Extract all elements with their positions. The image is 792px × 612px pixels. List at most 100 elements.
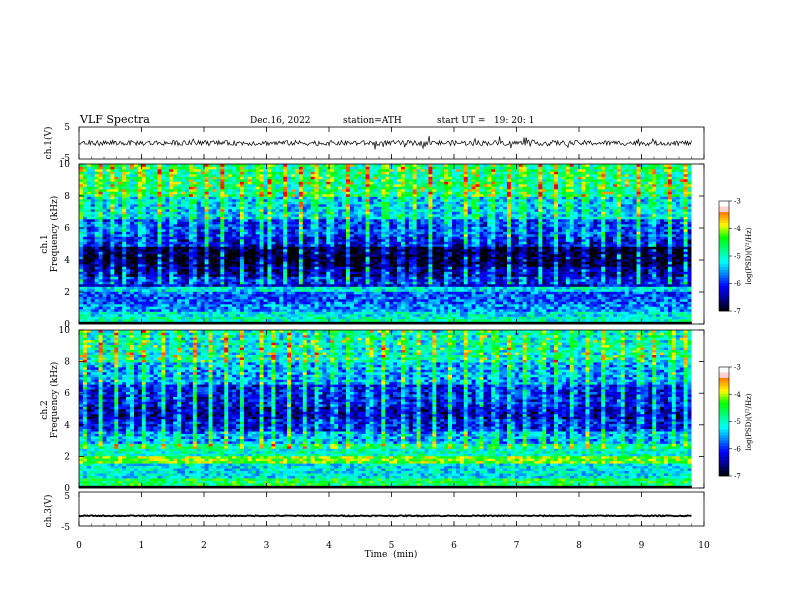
spectrogram-cell bbox=[82, 234, 88, 237]
spectrogram-cell bbox=[90, 279, 96, 282]
spectrogram-cell bbox=[110, 316, 115, 320]
spectrogram-cell bbox=[302, 219, 308, 222]
spectrogram-cell bbox=[106, 269, 111, 272]
spectrogram-cell bbox=[157, 171, 162, 175]
spectrogram-cell bbox=[86, 196, 92, 200]
spectrogram-cell bbox=[377, 209, 382, 212]
spectrogram-cell bbox=[106, 319, 111, 322]
spectrogram-cell bbox=[173, 271, 178, 275]
spectrogram-cell bbox=[200, 236, 205, 240]
spectrogram-cell bbox=[365, 201, 370, 205]
spectrogram-cell bbox=[306, 274, 311, 277]
spectrogram-cell bbox=[161, 299, 166, 302]
spectrogram-cell bbox=[361, 164, 366, 167]
spectrogram-cell bbox=[130, 174, 135, 177]
spectrogram-cell bbox=[130, 164, 135, 167]
spectrogram-cell bbox=[330, 271, 335, 275]
spectrogram-cell bbox=[224, 309, 229, 312]
spectrogram-cell bbox=[334, 286, 339, 290]
spectrogram-cell bbox=[353, 269, 359, 272]
spectrogram-cell bbox=[79, 181, 84, 185]
spectrogram-cell bbox=[224, 206, 229, 210]
spectrogram-cell bbox=[291, 321, 296, 325]
spectrogram-cell bbox=[185, 309, 190, 312]
spectrogram-cell bbox=[239, 231, 245, 235]
spectrogram-cell bbox=[342, 191, 347, 195]
spectrogram-cell bbox=[267, 276, 272, 280]
spectrogram-cell bbox=[94, 246, 99, 250]
spectrogram-cell bbox=[192, 209, 198, 212]
spectrogram-cell bbox=[141, 261, 147, 265]
spectrogram-cell bbox=[365, 269, 370, 272]
spectrogram-cell bbox=[294, 186, 300, 190]
spectrogram-cell bbox=[345, 186, 351, 190]
spectrogram-cell bbox=[294, 169, 300, 172]
spectrogram-cell bbox=[110, 174, 115, 177]
spectrogram-cell bbox=[141, 319, 147, 322]
spectrogram-cell bbox=[208, 281, 213, 285]
spectrogram-cell bbox=[294, 241, 300, 245]
spectrogram-cell bbox=[306, 321, 311, 325]
spectrogram-cell bbox=[239, 179, 245, 182]
spectrogram-cell bbox=[196, 179, 202, 182]
spectrogram-cell bbox=[216, 321, 221, 325]
spectrogram-cell bbox=[165, 176, 170, 180]
spectrogram-cell bbox=[294, 221, 300, 225]
spectrogram-cell bbox=[208, 321, 213, 325]
spectrogram-cell bbox=[271, 186, 276, 190]
spectrogram-cell bbox=[357, 316, 362, 320]
spectrogram-cell bbox=[185, 289, 190, 292]
spectrogram-cell bbox=[224, 164, 229, 167]
spectrogram-cell bbox=[243, 189, 249, 192]
spectrogram-cell bbox=[279, 234, 284, 237]
spectrogram-cell bbox=[177, 304, 182, 307]
spectrogram-cell bbox=[291, 214, 296, 217]
spectrogram-cell bbox=[228, 229, 233, 232]
spectrogram-cell bbox=[334, 306, 339, 310]
spectrogram-cell bbox=[98, 239, 103, 242]
spectrogram-cell bbox=[283, 241, 288, 245]
spectrogram-cell bbox=[306, 266, 311, 270]
spectrogram-cell bbox=[267, 224, 272, 227]
spectrogram-cell bbox=[208, 179, 213, 182]
spectrogram-cell bbox=[283, 311, 288, 315]
spectrogram-cell bbox=[279, 199, 284, 202]
spectrogram-cell bbox=[357, 264, 362, 267]
spectrogram-cell bbox=[247, 189, 253, 192]
spectrogram-cell bbox=[302, 306, 308, 310]
spectrogram-cell bbox=[79, 281, 84, 285]
spectrogram-cell bbox=[224, 284, 229, 287]
spectrogram-cell bbox=[114, 201, 119, 205]
spectrogram-cell bbox=[157, 304, 162, 307]
spectrogram-cell bbox=[259, 194, 264, 197]
spectrogram-cell bbox=[271, 209, 276, 212]
spectrogram-cell bbox=[141, 166, 147, 170]
spectrogram-cell bbox=[133, 169, 139, 172]
spectrogram-cell bbox=[361, 234, 366, 237]
spectrogram-cell bbox=[239, 211, 245, 215]
spectrogram-cell bbox=[220, 259, 225, 262]
spectrogram-cell bbox=[251, 251, 256, 255]
spectrogram-cell bbox=[82, 211, 88, 215]
spectrogram-cell bbox=[342, 261, 347, 265]
spectrogram-cell bbox=[82, 256, 88, 260]
spectrogram-cell bbox=[130, 199, 135, 202]
spectrogram-cell bbox=[208, 191, 213, 195]
spectrogram-cell bbox=[130, 321, 135, 325]
spectrogram-cell bbox=[177, 286, 182, 290]
spectrogram-cell bbox=[204, 226, 209, 230]
spectrogram-cell bbox=[330, 244, 335, 247]
spectrogram-cell bbox=[220, 306, 225, 310]
spectrogram-cell bbox=[247, 301, 253, 305]
spectrogram-cell bbox=[220, 264, 225, 267]
spectrogram-cell bbox=[149, 199, 154, 202]
spectrogram-cell bbox=[291, 286, 296, 290]
spectrogram-cell bbox=[86, 276, 92, 280]
spectrogram-cell bbox=[318, 319, 323, 322]
spectrogram-cell bbox=[216, 286, 221, 290]
spectrogram-cell bbox=[106, 186, 111, 190]
spectrogram-cell bbox=[267, 231, 272, 235]
spectrogram-cell bbox=[271, 296, 276, 300]
spectrogram-cell bbox=[79, 276, 84, 280]
spectrogram-cell bbox=[122, 269, 127, 272]
